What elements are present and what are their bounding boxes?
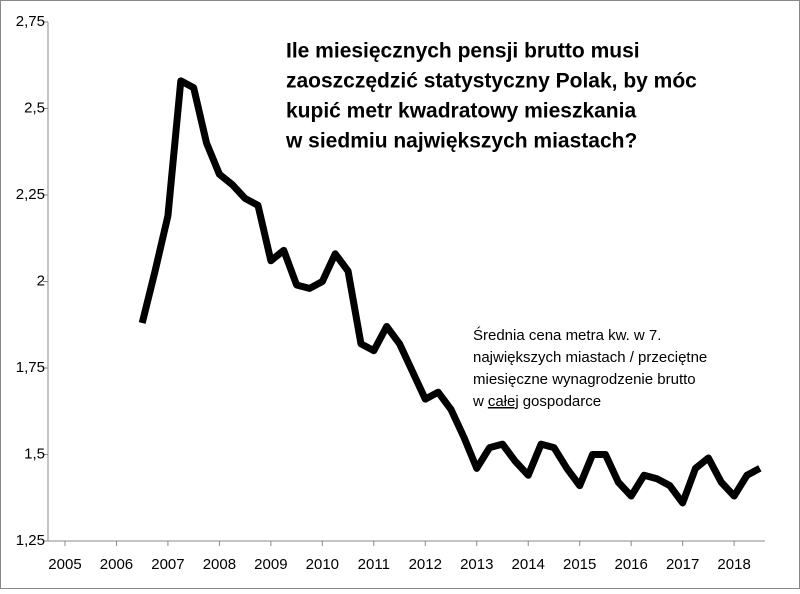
data-line xyxy=(138,77,762,507)
chart-title: zaoszczędzić statystyczny Polak, by móc xyxy=(286,70,697,93)
x-tick-label: 2015 xyxy=(563,556,596,573)
x-tick-label: 2011 xyxy=(358,556,390,573)
x-tick-label: 2009 xyxy=(254,556,287,573)
chart-title: kupić metr kwadratowy mieszkania xyxy=(286,100,636,123)
x-tick-label: 2014 xyxy=(512,556,545,573)
chart-title: w siedmiu największych miastach? xyxy=(285,130,637,153)
annotation: największych miastach / przeciętne xyxy=(473,349,707,366)
y-tick-label: 1,5 xyxy=(24,445,45,462)
annotation-word: gospodarce xyxy=(523,393,601,410)
y-tick-label: 2,75 xyxy=(16,13,45,30)
y-tick-label: 2,5 xyxy=(24,99,45,116)
x-tick-label: 2006 xyxy=(100,556,133,573)
x-tick-label: 2008 xyxy=(203,556,236,573)
x-tick-label: 2016 xyxy=(614,556,647,573)
annotation: w całej gospodarce xyxy=(472,393,601,410)
annotation: miesięczne wynagrodzenie brutto xyxy=(473,371,696,388)
annotation-word: całej xyxy=(488,393,519,410)
annotation: Średnia cena metra kw. w 7. xyxy=(473,326,661,344)
x-tick-label: 2017 xyxy=(666,556,699,573)
x-tick-label: 2010 xyxy=(306,556,339,573)
x-tick-label: 2007 xyxy=(151,556,184,573)
x-tick-label: 2018 xyxy=(717,556,750,573)
annotation-word: w xyxy=(472,393,484,410)
chart-title: Ile miesięcznych pensji brutto musi xyxy=(286,40,640,63)
x-tick-label: 2005 xyxy=(48,556,81,573)
y-tick-label: 1,75 xyxy=(16,359,45,376)
y-tick-label: 1,25 xyxy=(16,532,45,549)
x-tick-label: 2012 xyxy=(409,556,442,573)
y-tick-label: 2 xyxy=(37,272,45,289)
y-tick-label: 2,25 xyxy=(16,186,45,203)
x-tick-label: 2013 xyxy=(460,556,493,573)
